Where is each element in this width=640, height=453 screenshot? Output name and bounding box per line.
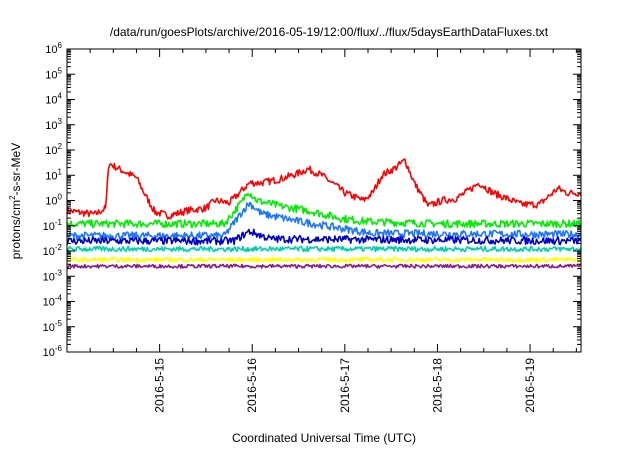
- series-line-7: [66, 263, 582, 269]
- series-line-4: [66, 228, 582, 246]
- y-axis-label-base: protons/cm: [9, 200, 23, 259]
- x-tick-label: 2016-5-15: [153, 358, 167, 413]
- series-layer: [66, 158, 582, 269]
- series-line-2: [66, 192, 582, 229]
- series-line-5: [66, 245, 582, 253]
- series-line-6: [66, 256, 582, 263]
- y-tick-label: 10-3: [43, 268, 63, 283]
- x-tick-label: 2016-5-19: [523, 358, 537, 413]
- y-tick-label: 104: [45, 92, 62, 107]
- y-tick-label: 100: [45, 193, 62, 208]
- y-axis-label: protons/cm2-s-sr-MeV: [8, 143, 23, 259]
- x-tick-label: 2016-5-18: [430, 358, 444, 413]
- y-tick-label: 10-1: [43, 218, 63, 233]
- y-tick-label: 10-2: [43, 243, 63, 258]
- y-axis-label-sup: 2: [8, 195, 17, 200]
- y-tick-label: 105: [45, 66, 62, 81]
- x-tick-label: 2016-5-17: [338, 358, 352, 413]
- x-axis: 2016-5-15 2016-5-16 2016-5-17 2016-5-18 2016…: [66, 49, 577, 413]
- x-axis-label: Coordinated Universal Time (UTC): [232, 431, 416, 445]
- y-axis-label-rest: -s-sr-MeV: [9, 143, 23, 196]
- plot-frame: [66, 48, 582, 353]
- y-tick-label: 101: [45, 167, 62, 182]
- x-tick-label: 2016-5-16: [245, 358, 259, 413]
- y-tick-label: 10-5: [43, 319, 63, 334]
- y-tick-label: 102: [45, 142, 62, 157]
- y-tick-label: 106: [45, 41, 62, 56]
- series-line-3: [66, 201, 582, 241]
- series-line-1: [66, 158, 582, 220]
- y-tick-label: 103: [45, 117, 62, 132]
- y-tick-label: 10-4: [43, 294, 63, 309]
- y-tick-label: 10-6: [43, 344, 63, 359]
- chart-title: /data/run/goesPlots/archive/2016-05-19/1…: [110, 25, 549, 39]
- y-axis: 10-6 10-5 10-4 10-3 10-2 10-1 100 101 102 103 104 1…: [43, 41, 581, 359]
